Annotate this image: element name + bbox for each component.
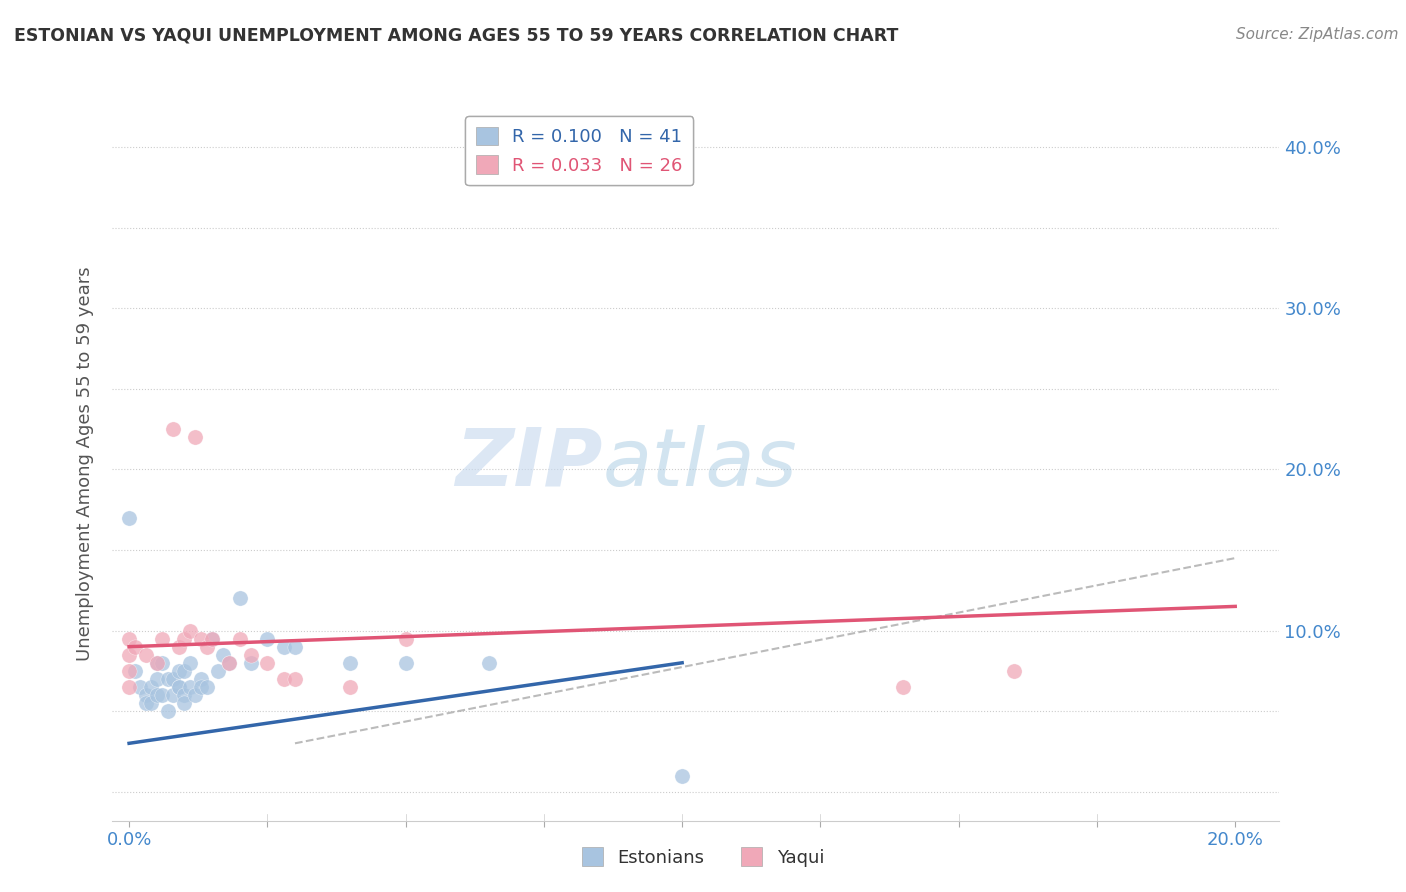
Point (195, 640, 218, 654)
Text: Source: ZipAtlas.com: Source: ZipAtlas.com (1236, 27, 1399, 42)
Y-axis label: Unemployment Among Ages 55 to 59 years: Unemployment Among Ages 55 to 59 years (76, 267, 94, 661)
Point (173, 696, 195, 710)
Point (173, 632, 195, 646)
Point (179, 680, 201, 694)
Point (167, 664, 190, 678)
Point (179, 656, 201, 670)
Point (118, 680, 141, 694)
Point (162, 688, 184, 702)
Point (394, 656, 416, 670)
Point (671, 768, 693, 782)
Point (218, 656, 240, 670)
Point (118, 510, 141, 524)
Point (273, 640, 295, 654)
Point (135, 696, 157, 710)
Point (173, 664, 195, 678)
Point (135, 688, 157, 702)
Point (394, 632, 416, 646)
Point (195, 680, 218, 694)
Point (1002, 664, 1025, 678)
Point (118, 648, 141, 662)
Point (218, 656, 240, 670)
Point (167, 680, 190, 694)
Point (145, 672, 167, 686)
Point (162, 672, 184, 686)
Point (284, 672, 307, 686)
Point (145, 688, 167, 702)
Text: ESTONIAN VS YAQUI UNEMPLOYMENT AMONG AGES 55 TO 59 YEARS CORRELATION CHART: ESTONIAN VS YAQUI UNEMPLOYMENT AMONG AGE… (14, 27, 898, 45)
Text: ZIP: ZIP (456, 425, 603, 503)
Point (145, 656, 167, 670)
Point (135, 648, 157, 662)
Point (145, 656, 167, 670)
Point (150, 688, 173, 702)
Point (201, 632, 224, 646)
Point (339, 656, 361, 670)
Point (207, 664, 229, 678)
Legend: Estonians, Yaqui: Estonians, Yaqui (575, 840, 831, 874)
Legend: R = 0.100   N = 41, R = 0.033   N = 26: R = 0.100 N = 41, R = 0.033 N = 26 (465, 116, 693, 186)
Point (273, 672, 295, 686)
Point (173, 688, 195, 702)
Text: atlas: atlas (603, 425, 797, 503)
Point (228, 632, 250, 646)
Point (190, 680, 212, 694)
Point (141, 680, 163, 694)
Point (167, 640, 190, 654)
Point (162, 422, 184, 436)
Point (339, 680, 361, 694)
Point (118, 664, 141, 678)
Point (184, 430, 207, 444)
Point (190, 672, 212, 686)
Point (179, 624, 201, 638)
Point (124, 664, 146, 678)
Point (156, 672, 179, 686)
Point (118, 632, 141, 646)
Point (212, 648, 235, 662)
Point (156, 704, 179, 718)
Point (141, 696, 163, 710)
Point (893, 680, 915, 694)
Point (201, 632, 224, 646)
Point (228, 591, 250, 606)
Point (256, 632, 278, 646)
Point (184, 688, 207, 702)
Point (150, 656, 173, 670)
Point (167, 680, 190, 694)
Point (239, 648, 262, 662)
Point (150, 632, 173, 646)
Point (124, 640, 146, 654)
Point (256, 656, 278, 670)
Point (477, 656, 499, 670)
Point (129, 680, 152, 694)
Point (190, 632, 212, 646)
Point (239, 656, 262, 670)
Point (284, 640, 307, 654)
